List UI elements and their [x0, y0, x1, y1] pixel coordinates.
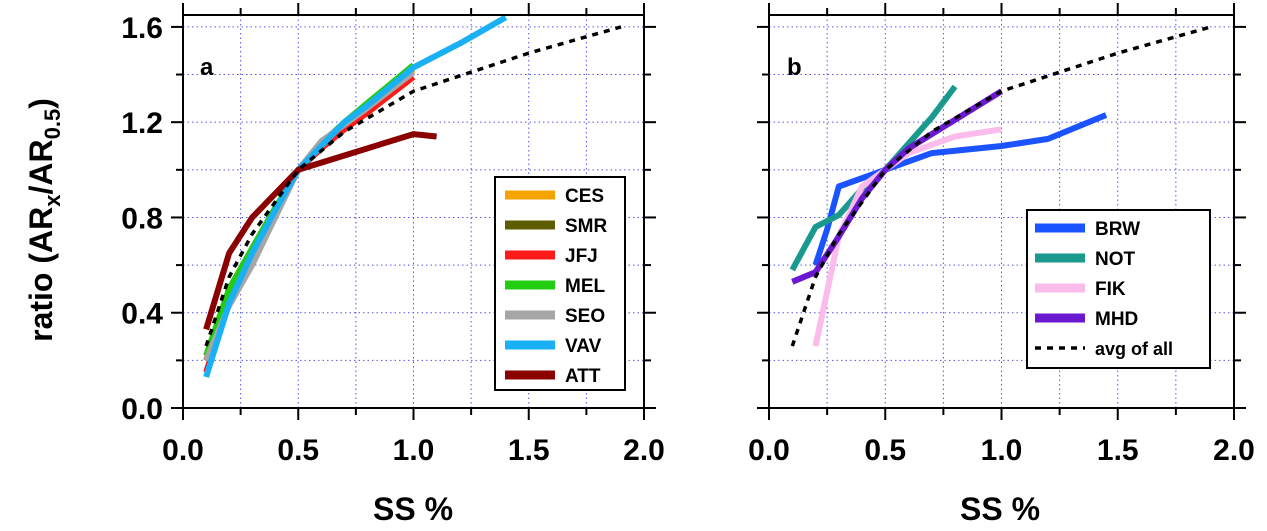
y-tick-label: 0.8: [121, 202, 163, 235]
x-tick-label: 0.5: [277, 434, 319, 467]
legend-label: FIK: [1095, 279, 1126, 300]
x-tick-label: 1.0: [981, 434, 1023, 467]
legend-label: JFJ: [565, 246, 598, 267]
legend-label: SEO: [565, 306, 605, 327]
legend-label: CES: [565, 186, 604, 207]
x-tick-label: 0.0: [748, 434, 790, 467]
x-tick-label: 1.5: [1097, 434, 1139, 467]
series-line-average: [204, 25, 622, 347]
series-line-vav: [203, 14, 508, 378]
y-axis-title: ratio (ARx/AR0.5): [23, 98, 65, 342]
svg-text:ratio (ARx/AR0.5): ratio (ARx/AR0.5): [23, 98, 65, 342]
x-tick-label: 2.0: [1213, 434, 1255, 467]
panel-label-b: b: [787, 54, 802, 81]
series-line-seo: [203, 69, 416, 362]
legend-label: BRW: [1095, 219, 1140, 240]
x-tick-label: 0.0: [162, 434, 204, 467]
panel-a: 0.0 0.5 1.0 1.5 2.0 0.0 0.4 0.8 1.2 1.6 a SS % CE…: [121, 3, 665, 527]
x-tick-label: 0.5: [864, 434, 906, 467]
series-line-ces: [203, 67, 416, 362]
x-axis-title-a: SS %: [373, 491, 453, 527]
panel-label-a: a: [200, 54, 214, 81]
y-tick-label: 1.6: [121, 12, 163, 45]
x-tick-label: 1.0: [393, 434, 435, 467]
series-line-avg-of-all: [790, 25, 1212, 347]
legend-label: MHD: [1095, 309, 1138, 330]
legend-label: NOT: [1095, 249, 1136, 270]
y-tick-label: 1.2: [121, 107, 163, 140]
series-line-jfj: [203, 74, 416, 374]
series-line-att: [203, 131, 437, 331]
ticks-b: 0.0 0.5 1.0 1.5 2.0: [748, 3, 1255, 467]
legend-box-a: [494, 176, 626, 391]
legend-label: avg of all: [1095, 339, 1173, 359]
series-line-mhd: [791, 88, 1004, 285]
x-tick-label: 1.5: [508, 434, 550, 467]
y-tick-label: 0.0: [121, 393, 163, 426]
panel-b: 0.0 0.5 1.0 1.5 2.0 b SS % BRW NOT FIK MHD avg o…: [748, 3, 1255, 527]
legend-label: MEL: [565, 276, 606, 297]
ticks-a: 0.0 0.5 1.0 1.5 2.0 0.0 0.4 0.8 1.2 1.6: [121, 3, 665, 467]
legend-label: ATT: [565, 366, 601, 387]
legend-b: BRW NOT FIK MHD avg of all: [1026, 209, 1211, 369]
legend-label: SMR: [565, 216, 608, 237]
x-axis-title-b: SS %: [960, 491, 1040, 527]
y-tick-label: 0.4: [121, 298, 163, 331]
series-b: [789, 25, 1212, 347]
x-tick-label: 2.0: [623, 434, 665, 467]
series-a: [203, 14, 622, 378]
legend-label: VAV: [565, 336, 602, 357]
legend-a: CES SMR JFJ MEL SEO VAV ATT: [494, 176, 626, 391]
